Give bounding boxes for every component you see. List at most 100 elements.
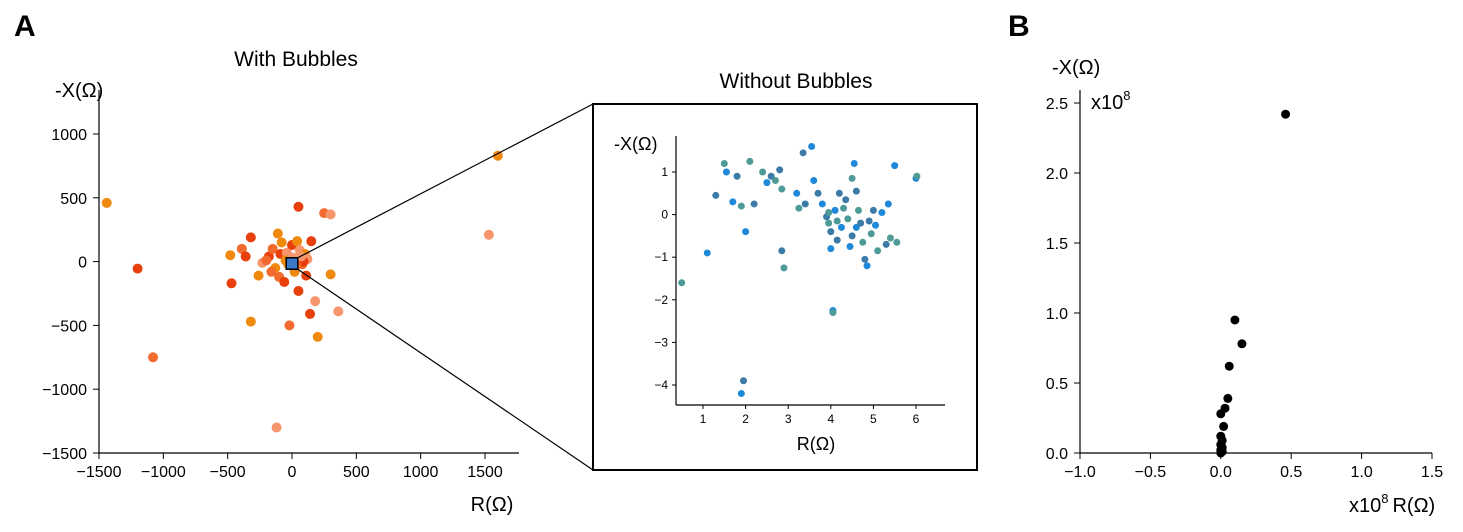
with-bubbles-point (132, 263, 143, 274)
panel-b-point (1216, 448, 1226, 458)
with-bubbles-point (279, 277, 290, 288)
without-bubbles-point (859, 238, 867, 246)
without-bubbles-ylabel: -X(Ω) (614, 134, 657, 154)
inset-frame (592, 103, 978, 471)
panel-b-point (1281, 109, 1291, 119)
without-bubbles-point (893, 238, 901, 246)
panel-b-y-tick-label: 2.5 (1046, 96, 1068, 113)
without-bubbles-point (840, 204, 848, 212)
without-bubbles-point (833, 217, 841, 225)
without-bubbles-point (878, 208, 886, 216)
without-bubbles-point (886, 234, 894, 242)
without-bubbles-point (808, 142, 816, 150)
with-bubbles-point (101, 197, 112, 208)
with-bubbles-y-tick-label: 0 (78, 255, 87, 272)
without-bubbles-point (863, 262, 871, 270)
panel-b-y-tick-label: 1.0 (1046, 306, 1068, 323)
without-bubbles-point (703, 249, 711, 257)
without-bubbles-point (850, 159, 858, 167)
with-bubbles-point (333, 306, 344, 317)
with-bubbles-point (306, 236, 317, 247)
without-bubbles-point (884, 200, 892, 208)
panel-letter-a: A (14, 10, 36, 43)
without-bubbles-point (737, 202, 745, 210)
with-bubbles-point (245, 316, 256, 327)
without-bubbles-chart: Without Bubbles -X(Ω) R(Ω) 1 2 3 4 5 6 −4 −3 −2 −… (592, 70, 978, 471)
without-bubbles-point (771, 177, 779, 185)
without-bubbles-point (763, 179, 771, 187)
without-bubbles-point (869, 206, 877, 214)
without-bubbles-point (767, 172, 775, 180)
panel-b-point (1224, 361, 1234, 371)
without-bubbles-point (872, 221, 880, 229)
without-bubbles-point (861, 255, 869, 263)
without-bubbles-point (818, 200, 826, 208)
panel-b-point (1216, 409, 1226, 419)
without-bubbles-ticks: 1 2 3 4 5 6 −4 −3 −2 −1 0 1 (654, 165, 919, 426)
without-bubbles-point (739, 377, 747, 385)
with-bubbles-point (284, 320, 295, 331)
without-bubbles-point (801, 200, 809, 208)
without-bubbles-point (825, 208, 833, 216)
without-bubbles-point (848, 174, 856, 182)
with-bubbles-point (293, 285, 304, 296)
panel-b-ticks: −1.0 −0.5 0.0 0.5 1.0 1.5 0.0 0.5 1.0 1.5 2.0 2.5 (1046, 96, 1443, 481)
panel-b-ylabel: -X(Ω) (1052, 57, 1100, 79)
with-bubbles-y-tick-label: −500 (51, 318, 87, 335)
with-bubbles-point (325, 269, 336, 280)
without-bubbles-y-tick-label: −3 (654, 335, 668, 349)
with-bubbles-point (492, 150, 503, 161)
with-bubbles-y-tick-label: −1500 (42, 446, 87, 463)
without-bubbles-point (913, 172, 921, 180)
without-bubbles-point (778, 185, 786, 193)
without-bubbles-x-tick-label: 6 (913, 412, 920, 426)
with-bubbles-points (101, 150, 503, 433)
without-bubbles-point (793, 189, 801, 197)
with-bubbles-point (305, 308, 316, 319)
with-bubbles-point (293, 201, 304, 212)
with-bubbles-x-tick-label: 500 (343, 464, 370, 481)
panel-b-point (1237, 339, 1247, 349)
without-bubbles-point (831, 206, 839, 214)
panel-letter-b: B (1008, 10, 1030, 43)
panel-b-y-tick-label: 0.0 (1046, 446, 1068, 463)
panel-b-x-tick-label: 1.5 (1421, 464, 1443, 481)
without-bubbles-title: Without Bubbles (720, 70, 873, 93)
without-bubbles-point (867, 230, 875, 238)
with-bubbles-point (267, 243, 278, 254)
without-bubbles-x-tick-label: 1 (700, 412, 707, 426)
without-bubbles-x-tick-label: 5 (870, 412, 877, 426)
without-bubbles-point (882, 240, 890, 248)
panel-b-x-tick-label: −1.0 (1064, 464, 1096, 481)
with-bubbles-x-tick-label: 1000 (403, 464, 439, 481)
panel-b-points (1216, 109, 1291, 458)
with-bubbles-point (261, 255, 272, 266)
with-bubbles-x-tick-label: −1500 (77, 464, 122, 481)
with-bubbles-x-tick-label: 1500 (467, 464, 503, 481)
without-bubbles-x-tick-label: 3 (785, 412, 792, 426)
with-bubbles-point (253, 270, 264, 281)
without-bubbles-y-tick-label: −1 (654, 250, 668, 264)
without-bubbles-x-tick-label: 2 (742, 412, 749, 426)
without-bubbles-point (874, 247, 882, 255)
with-bubbles-y-tick-label: 500 (60, 191, 87, 208)
without-bubbles-point (712, 191, 720, 199)
with-bubbles-point (483, 229, 494, 240)
without-bubbles-point (810, 177, 818, 185)
with-bubbles-point (325, 209, 336, 220)
panel-b-x-tick-label: 0.5 (1280, 464, 1302, 481)
without-bubbles-point (827, 245, 835, 253)
without-bubbles-x-tick-label: 4 (827, 412, 834, 426)
with-bubbles-x-tick-label: 0 (288, 464, 297, 481)
with-bubbles-chart: With Bubbles -X(Ω) R(Ω) −1500 −1000 −500 0 5… (42, 48, 519, 516)
without-bubbles-point (835, 189, 843, 197)
without-bubbles-y-tick-label: 0 (661, 208, 668, 222)
without-bubbles-y-tick-label: −2 (654, 293, 668, 307)
without-bubbles-point (759, 168, 767, 176)
with-bubbles-ticks: −1500 −1000 −500 0 500 1000 1500 −1500 −1000 −500… (42, 127, 503, 481)
without-bubbles-point (733, 172, 741, 180)
without-bubbles-point (746, 157, 754, 165)
with-bubbles-y-tick-label: −1000 (42, 382, 87, 399)
without-bubbles-point (729, 198, 737, 206)
panel-b-xlabel: x108 R(Ω) (1349, 491, 1435, 517)
